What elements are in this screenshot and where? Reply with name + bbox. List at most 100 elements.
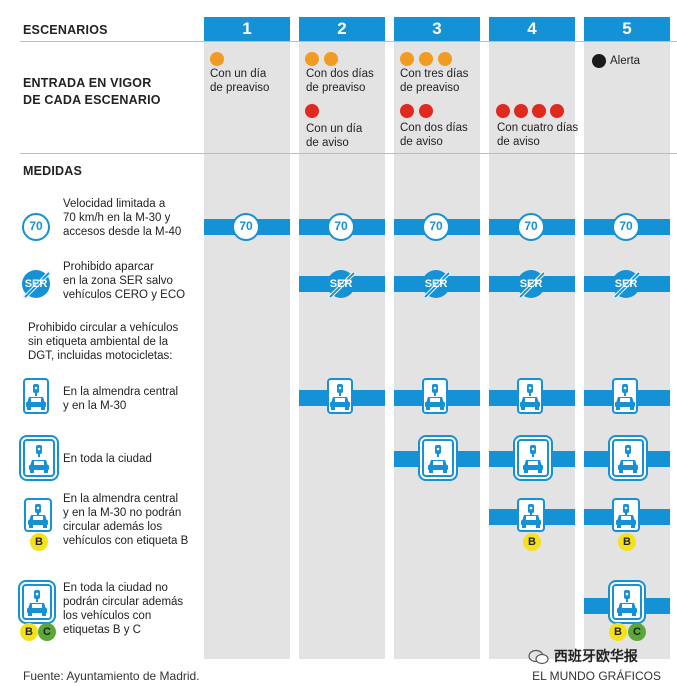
text-line: Velocidad limitada a bbox=[63, 198, 166, 210]
ser-text: SER bbox=[519, 278, 543, 290]
red-dot bbox=[532, 104, 546, 118]
text-line: podrán circular además bbox=[63, 596, 184, 608]
speed-desc: Velocidad limitada a 70 km/h en la M-30 … bbox=[63, 197, 181, 239]
car-icon bbox=[517, 439, 549, 477]
car-icon bbox=[23, 439, 55, 477]
car-icon bbox=[612, 378, 638, 414]
scenarios-label: ESCENARIOS bbox=[23, 23, 108, 37]
text-line: y en la M-30 bbox=[63, 400, 127, 412]
credit-text: EL MUNDO GRÁFICOS bbox=[532, 669, 661, 683]
col5-alerta-text: Alerta bbox=[610, 55, 641, 67]
speed-limit-icon: 70 bbox=[422, 213, 450, 241]
ser-text: SER bbox=[329, 278, 353, 290]
scenario-header-2: 2 bbox=[299, 17, 385, 41]
car-icon bbox=[327, 378, 353, 414]
black-dot bbox=[592, 54, 606, 68]
text-line: circular además los bbox=[63, 521, 163, 533]
speed-limit-icon: 70 bbox=[327, 213, 355, 241]
circulation-intro: Prohibido circular a vehículos sin etiqu… bbox=[28, 321, 178, 363]
orange-dot bbox=[400, 52, 414, 66]
label-b-badge: B bbox=[609, 623, 627, 641]
orange-dot bbox=[419, 52, 433, 66]
text-line: de preaviso bbox=[400, 82, 460, 94]
text-line: Con un día bbox=[306, 123, 363, 135]
red-dot bbox=[514, 104, 528, 118]
car-icon bbox=[422, 439, 454, 477]
car-icon bbox=[517, 498, 545, 532]
label-c-badge: C bbox=[628, 623, 646, 641]
wechat-icon bbox=[528, 649, 550, 665]
speed-limit-icon: 70 bbox=[22, 213, 50, 241]
label-b-badge: B bbox=[523, 533, 541, 551]
car-icon bbox=[24, 498, 52, 532]
watermark: 西班牙欧华报 bbox=[528, 646, 638, 666]
red-dot bbox=[419, 104, 433, 118]
scenario-column-2 bbox=[299, 41, 385, 659]
text-line: Prohibido circular a vehículos bbox=[28, 322, 179, 334]
text-line: En toda la ciudad no bbox=[63, 582, 168, 594]
red-dot bbox=[550, 104, 564, 118]
ser-parking-icon: SER bbox=[22, 270, 50, 298]
text-line: y en la M-30 no podrán bbox=[63, 507, 182, 519]
ser-text: SER bbox=[614, 278, 638, 290]
car-icon bbox=[23, 378, 49, 414]
text-line: En toda la ciudad bbox=[63, 453, 152, 465]
ser-text: SER bbox=[24, 278, 48, 290]
car-icon bbox=[517, 378, 543, 414]
ser-parking-icon: SER bbox=[422, 270, 450, 298]
car-icon bbox=[612, 498, 640, 532]
car-icon bbox=[22, 584, 52, 620]
ser-parking-icon: SER bbox=[612, 270, 640, 298]
orange-dot bbox=[305, 52, 319, 66]
divider bbox=[20, 41, 677, 42]
watermark-text: 西班牙欧华报 bbox=[553, 648, 638, 664]
measures-label: MEDIDAS bbox=[23, 164, 83, 178]
col3-aviso-text: Con dos días de aviso bbox=[400, 121, 468, 149]
red-dot bbox=[400, 104, 414, 118]
ser-parking-icon: SER bbox=[517, 270, 545, 298]
text-line: etiquetas B y C bbox=[63, 624, 141, 636]
divider bbox=[20, 153, 677, 154]
text-line: Con dos días bbox=[306, 68, 374, 80]
red-dot bbox=[305, 104, 319, 118]
ser-text: SER bbox=[424, 278, 448, 290]
text-line: 70 km/h en la M-30 y bbox=[63, 212, 171, 224]
car-icon bbox=[612, 439, 644, 477]
speed-limit-icon: 70 bbox=[232, 213, 260, 241]
entry-label-line2: DE CADA ESCENARIO bbox=[23, 93, 161, 107]
text-line: en la zona SER salvo bbox=[63, 275, 173, 287]
ciudad-desc: En toda la ciudad bbox=[63, 452, 152, 466]
source-text: Fuente: Ayuntamiento de Madrid. bbox=[23, 669, 200, 683]
speed-limit-icon: 70 bbox=[612, 213, 640, 241]
scenario-column-4 bbox=[489, 41, 575, 659]
car-icon bbox=[612, 584, 642, 620]
scenario-column-3 bbox=[394, 41, 480, 659]
almendra-desc: En la almendra central y en la M-30 bbox=[63, 385, 178, 413]
text-line: DGT, incluidas motocicletas: bbox=[28, 350, 173, 362]
red-dot bbox=[496, 104, 510, 118]
text-line: de aviso bbox=[497, 136, 540, 148]
ciudad-bc-desc: En toda la ciudad no podrán circular ade… bbox=[63, 581, 183, 637]
entry-label-line1: ENTRADA EN VIGOR bbox=[23, 76, 152, 90]
text-line: Con tres días bbox=[400, 68, 469, 80]
col2-aviso-text: Con un día de aviso bbox=[306, 122, 362, 150]
ser-parking-icon: SER bbox=[327, 270, 355, 298]
speed-limit-icon: 70 bbox=[517, 213, 545, 241]
label-c-badge: C bbox=[38, 623, 56, 641]
text-line: Con dos días bbox=[400, 122, 468, 134]
entry-label: ENTRADA EN VIGOR DE CADA ESCENARIO bbox=[23, 75, 161, 109]
col4-aviso-text: Con cuatro días de aviso bbox=[497, 121, 578, 149]
text-line: vehículos CERO y ECO bbox=[63, 289, 186, 301]
scenario-column-5 bbox=[584, 41, 670, 659]
scenario-header-5: 5 bbox=[584, 17, 670, 41]
text-line: Con cuatro días bbox=[497, 122, 579, 134]
text-line: sin etiqueta ambiental de la bbox=[28, 336, 169, 348]
label-b-badge: B bbox=[20, 623, 38, 641]
col3-preaviso-text: Con tres días de preaviso bbox=[400, 67, 468, 95]
text-line: accesos desde la M-40 bbox=[63, 226, 182, 238]
label-b-badge: B bbox=[618, 533, 636, 551]
text-line: Con un día bbox=[210, 68, 267, 80]
text-line: vehículos con etiqueta B bbox=[63, 535, 189, 547]
label-b-badge: B bbox=[30, 533, 48, 551]
scenario-header-1: 1 bbox=[204, 17, 290, 41]
